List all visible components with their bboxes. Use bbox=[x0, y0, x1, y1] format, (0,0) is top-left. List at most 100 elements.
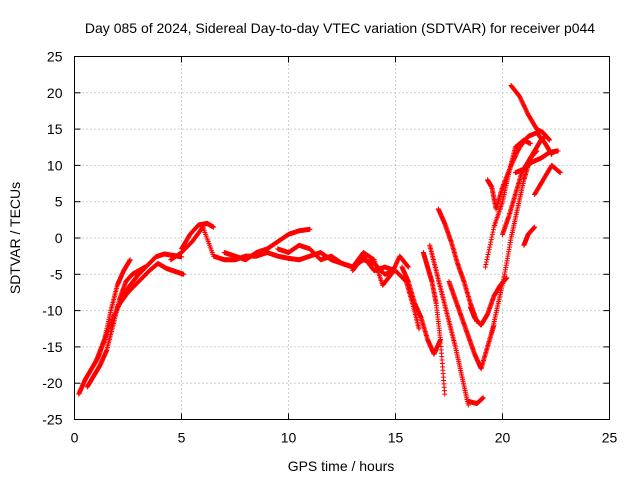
data-point bbox=[519, 98, 525, 104]
chart-title: Day 085 of 2024, Sidereal Day-to-day VTE… bbox=[85, 20, 595, 36]
data-point bbox=[488, 237, 494, 243]
y-tick-label: -10 bbox=[42, 303, 62, 319]
data-point bbox=[510, 159, 516, 165]
data-point bbox=[395, 257, 401, 263]
data-point bbox=[482, 264, 488, 270]
data-point bbox=[416, 326, 422, 332]
data-point bbox=[510, 158, 516, 164]
y-tick-label: 20 bbox=[47, 85, 63, 101]
series-track-g bbox=[221, 226, 313, 263]
data-point bbox=[111, 314, 117, 320]
y-tick-label: 5 bbox=[55, 194, 63, 210]
data-point bbox=[521, 104, 527, 110]
data-point bbox=[442, 391, 448, 397]
data-point bbox=[518, 96, 524, 102]
data-point bbox=[516, 147, 522, 153]
data-point bbox=[211, 224, 217, 230]
x-tick-label: 25 bbox=[602, 430, 618, 446]
y-tick-label: -5 bbox=[50, 266, 63, 282]
y-tick-label: 10 bbox=[47, 157, 63, 173]
data-point bbox=[521, 103, 527, 109]
data-point bbox=[483, 259, 489, 265]
data-point bbox=[524, 108, 530, 114]
series-track-w bbox=[508, 83, 553, 143]
series-track-o bbox=[435, 206, 480, 324]
x-tick-label: 0 bbox=[71, 430, 79, 446]
y-tick-label: -15 bbox=[42, 339, 62, 355]
data-point bbox=[487, 244, 493, 250]
x-axis-label: GPS time / hours bbox=[288, 458, 395, 474]
series-track-t bbox=[485, 130, 555, 212]
data-point bbox=[555, 148, 561, 154]
data-point bbox=[113, 309, 119, 315]
series-track-d bbox=[114, 260, 187, 310]
series-track-f bbox=[179, 220, 217, 252]
data-point bbox=[489, 232, 495, 238]
data-point bbox=[489, 234, 495, 240]
data-point bbox=[511, 157, 517, 163]
data-point bbox=[523, 107, 529, 113]
x-tick-label: 10 bbox=[281, 430, 297, 446]
data-point bbox=[488, 239, 494, 245]
plot-frame bbox=[74, 56, 610, 420]
data-point bbox=[490, 227, 496, 233]
x-tick-label: 5 bbox=[178, 430, 186, 446]
data-point bbox=[508, 162, 514, 168]
series-track-p bbox=[446, 279, 497, 372]
x-tick-labels: 0 5 10 15 20 25 bbox=[71, 430, 618, 446]
data-point bbox=[487, 242, 493, 248]
data-point bbox=[485, 252, 491, 258]
data-point bbox=[514, 150, 520, 156]
data-point bbox=[523, 106, 529, 112]
data-point bbox=[522, 105, 528, 111]
y-tick-label: -20 bbox=[42, 375, 62, 391]
data-point bbox=[394, 259, 400, 265]
series-track-r bbox=[465, 395, 486, 407]
data-point bbox=[486, 247, 492, 253]
series-track-a bbox=[76, 257, 133, 397]
data-point bbox=[181, 271, 187, 277]
data-point bbox=[405, 264, 411, 270]
data-point bbox=[395, 258, 401, 264]
data-point bbox=[511, 156, 517, 162]
data-point bbox=[547, 137, 553, 143]
data-point bbox=[513, 152, 519, 158]
x-tick-label: 20 bbox=[495, 430, 511, 446]
data-point bbox=[483, 262, 489, 268]
series-track-n bbox=[427, 242, 471, 408]
data-point bbox=[485, 254, 491, 260]
data-point bbox=[527, 141, 533, 147]
data-point bbox=[393, 261, 399, 267]
data-point bbox=[405, 263, 411, 269]
data-point bbox=[517, 93, 523, 99]
data-point bbox=[112, 310, 118, 316]
data-point bbox=[520, 101, 526, 107]
data-point bbox=[520, 100, 526, 106]
y-tick-label: 0 bbox=[55, 230, 63, 246]
data-point bbox=[127, 257, 133, 263]
series-track-y bbox=[532, 162, 563, 197]
data-point bbox=[557, 170, 563, 176]
y-axis-label: SDTVAR / TECUs bbox=[7, 182, 23, 294]
y-tick-label: -25 bbox=[42, 412, 62, 428]
data-point bbox=[514, 149, 520, 155]
data-point bbox=[512, 153, 518, 159]
data-point bbox=[484, 257, 490, 263]
series-track-v bbox=[500, 133, 548, 237]
data-point bbox=[393, 262, 398, 268]
data-point bbox=[394, 260, 400, 266]
data-point bbox=[110, 315, 116, 321]
y-tick-label: 15 bbox=[47, 121, 63, 137]
y-tick-label: 25 bbox=[47, 49, 63, 65]
data-point bbox=[509, 160, 515, 166]
data-point bbox=[486, 249, 492, 255]
data-point bbox=[179, 254, 184, 260]
data-point bbox=[480, 395, 486, 401]
data-point bbox=[509, 161, 515, 167]
data-point bbox=[517, 95, 523, 101]
series-track-z bbox=[521, 224, 538, 248]
x-tick-label: 15 bbox=[388, 430, 404, 446]
data-point bbox=[512, 154, 518, 160]
data-point bbox=[388, 271, 394, 277]
data-point bbox=[518, 97, 524, 103]
